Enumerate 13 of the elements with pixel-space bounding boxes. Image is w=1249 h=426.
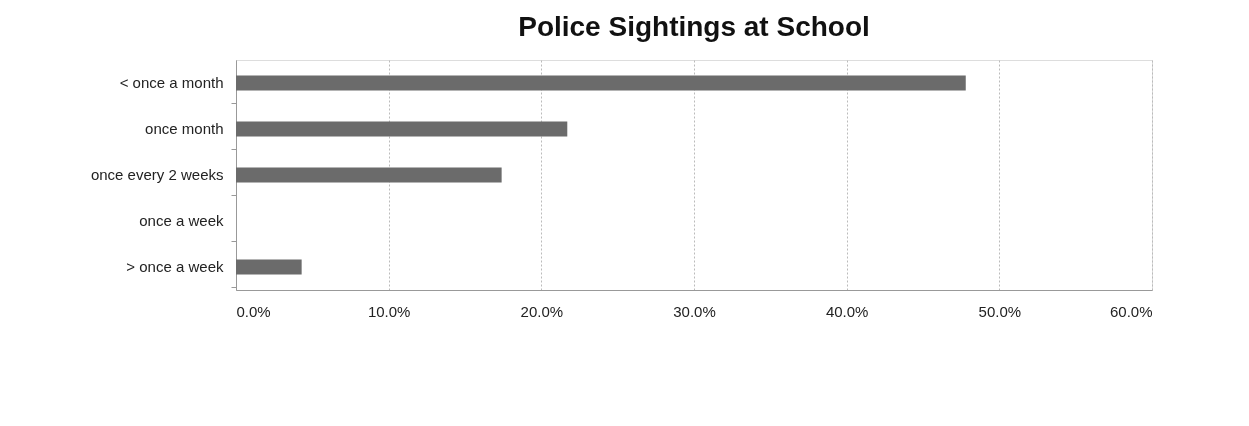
x-tick-label: 40.0%: [825, 302, 869, 320]
y-tick-label: once month: [145, 120, 224, 137]
y-tick-label: < once a month: [119, 74, 224, 91]
x-tick-label: 0.0%: [236, 302, 271, 320]
x-tick-label: 20.0%: [520, 302, 564, 320]
x-tick-label: 60.0%: [1109, 302, 1153, 320]
y-tick-label: once every 2 weeks: [90, 166, 224, 183]
y-tick-label: once a week: [139, 212, 224, 229]
x-tick-label: 50.0%: [978, 302, 1022, 320]
x-tick-label: 30.0%: [673, 302, 716, 320]
y-tick-label: > once a week: [126, 258, 224, 275]
x-tick-label: 10.0%: [367, 302, 411, 320]
chart-title: Police Sightings at School: [518, 11, 870, 42]
